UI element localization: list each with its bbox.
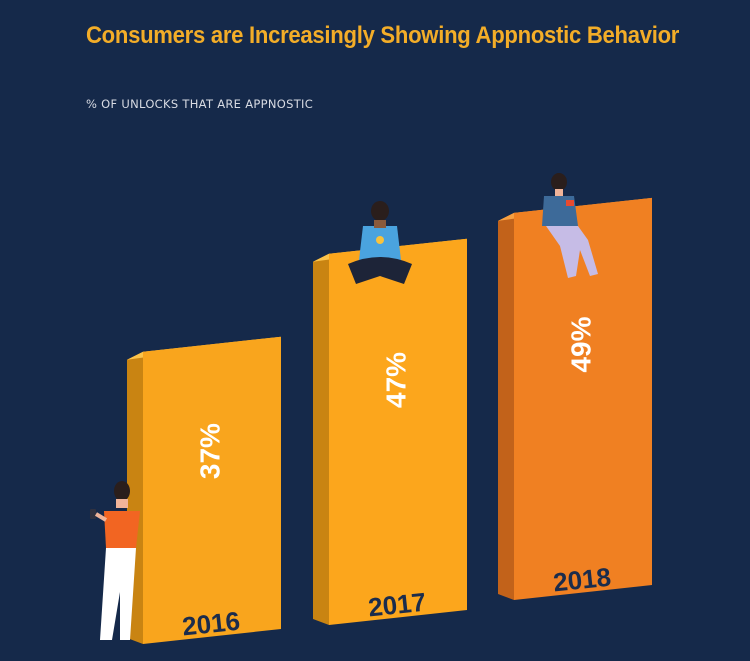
bar-side-2017: [313, 253, 329, 625]
category-label-2017: 2017: [367, 587, 428, 623]
person-2016-illustration: [90, 481, 140, 640]
value-label-2017: 47%: [380, 352, 411, 408]
value-label-2016: 37%: [194, 423, 225, 479]
bar-2017: 47% 2017: [313, 238, 467, 625]
category-label-2018: 2018: [552, 562, 613, 598]
bar-front-2018: [514, 197, 652, 600]
bar-front-2016: [143, 336, 281, 644]
chart-title: Consumers are Increasingly Showing Appno…: [86, 22, 680, 49]
bar-2018: 49% 2018: [498, 197, 652, 600]
bar-side-2018: [498, 212, 514, 600]
bars-layer: 37% 2016 47% 2017 49% 2018: [127, 197, 652, 644]
bar-2016: 37% 2016: [127, 336, 281, 644]
category-label-2016: 2016: [181, 606, 242, 642]
chart-subtitle: % OF UNLOCKS THAT ARE APPNOSTIC: [86, 97, 314, 111]
value-label-2018: 49%: [565, 316, 596, 372]
person-2017-illustration: [348, 201, 412, 284]
person-2018-illustration: [542, 173, 598, 278]
bar-front-2017: [329, 238, 467, 625]
